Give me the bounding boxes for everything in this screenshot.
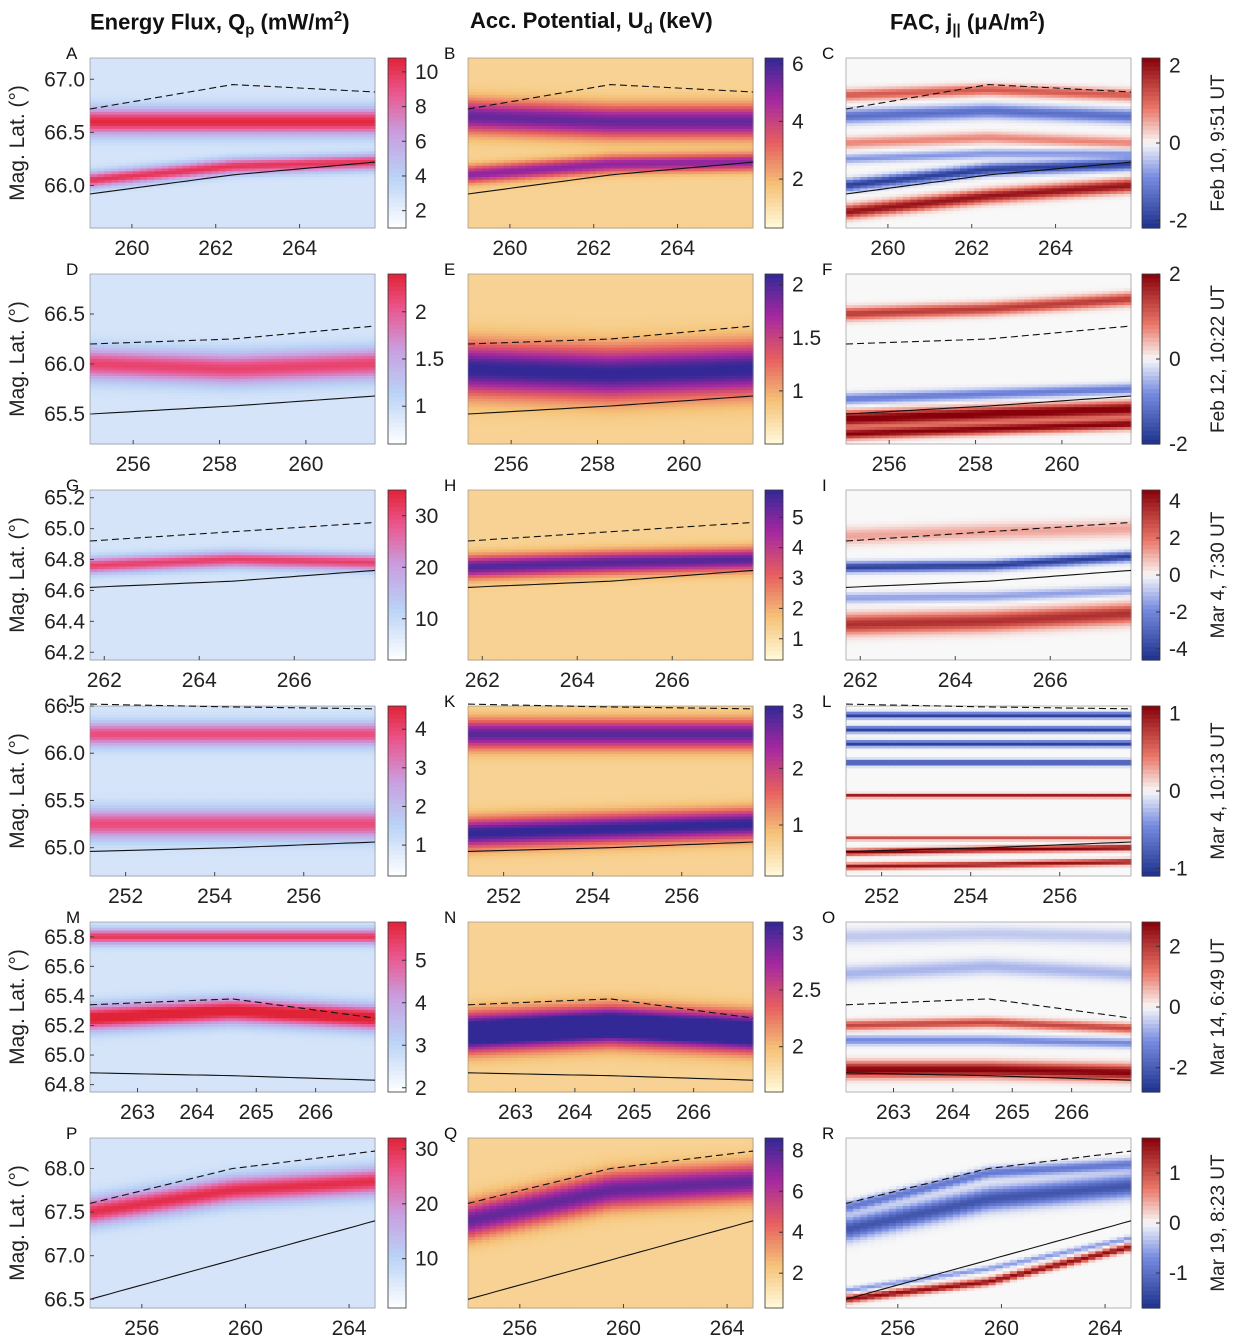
colorbar-segment: [388, 194, 406, 199]
colorbar-segment: [388, 92, 406, 97]
colorbar-segment: [388, 220, 406, 225]
colorbar-segment: [388, 109, 406, 114]
panel-A: A 260 262 264 66.0 66.5 67.0 Mag. Lat. (°) 2 4 6 8 1…: [6, 44, 438, 260]
colorbar-segment: [388, 113, 406, 118]
colorbar-segment: [388, 203, 406, 208]
colorbar-tick-label: 8: [415, 96, 427, 119]
colorbar-segment: [388, 143, 406, 148]
colorbar-segment: [388, 164, 406, 169]
colorbar-segment: [388, 96, 406, 101]
colorbar-segment: [388, 160, 406, 165]
colorbar-segment: [388, 67, 406, 72]
colorbar-segment: [388, 130, 406, 135]
colorbar-segment: [388, 198, 406, 203]
y-axis-label: Mag. Lat. (°): [6, 85, 29, 201]
y-tick-label: 66.5: [44, 121, 85, 144]
panel-letter-A: A: [66, 44, 78, 63]
colorbar-segment: [388, 58, 406, 63]
colorbar-segment: [388, 122, 406, 127]
colorbar-segment: [388, 88, 406, 93]
x-tick-label: 262: [198, 237, 233, 260]
x-tick-label: 264: [282, 237, 317, 260]
colorbar-segment: [388, 211, 406, 216]
colorbar-segment: [388, 75, 406, 80]
colorbar-segment: [388, 152, 406, 157]
colorbar-segment: [388, 84, 406, 89]
colorbar-segment: [388, 186, 406, 191]
y-tick-label: 67.0: [44, 68, 85, 91]
colorbar-tick-label: 10: [415, 61, 438, 84]
panel-B: B260 262 264246: [444, 44, 804, 260]
colorbar-segment: [388, 177, 406, 182]
colorbar-segment: [388, 181, 406, 186]
colorbar-segment: [388, 101, 406, 106]
colorbar-tick-label: 2: [415, 200, 427, 223]
colorbar-segment: [388, 173, 406, 178]
x-tick-label: 260: [114, 237, 149, 260]
colorbar-segment: [388, 126, 406, 131]
colorbar-segment: [388, 105, 406, 110]
colorbar-segment: [388, 118, 406, 123]
colorbar-tick-label: 6: [415, 130, 427, 153]
colorbar-segment: [388, 169, 406, 174]
colorbar-segment: [388, 190, 406, 195]
colorbar-segment: [388, 215, 406, 220]
colorbar-tick-label: 4: [415, 165, 427, 188]
colorbar-segment: [388, 62, 406, 67]
colorbar-segment: [388, 79, 406, 84]
colorbar-segment: [388, 135, 406, 140]
colorbar-segment: [388, 156, 406, 161]
colorbar-segment: [388, 147, 406, 152]
y-tick-label: 66.0: [44, 175, 85, 198]
